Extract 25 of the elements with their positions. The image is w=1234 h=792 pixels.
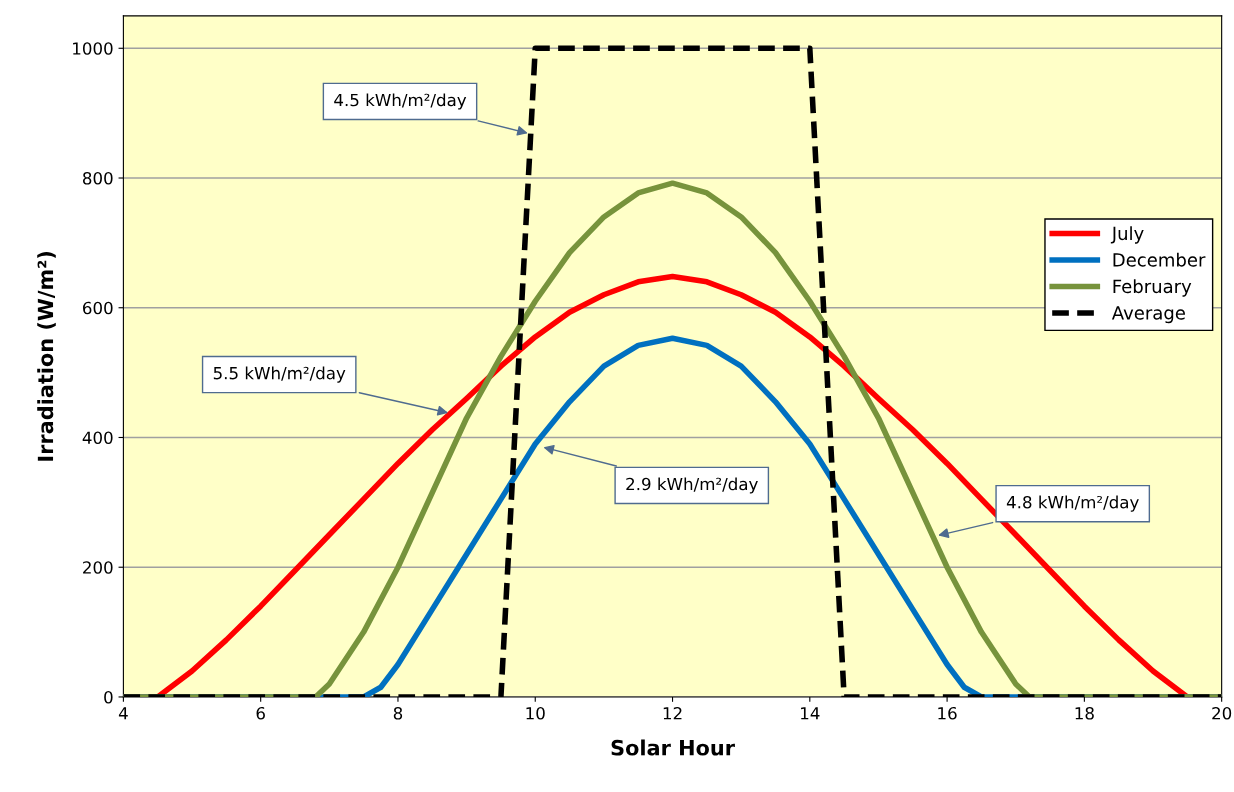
- y-tick-label: 600: [83, 301, 113, 315]
- annotation: 2.9 kWh/m²/day: [626, 477, 758, 494]
- x-axis-title: Solar Hour: [611, 739, 735, 756]
- x-tick-label: 20: [1212, 706, 1232, 720]
- annotation: 4.5 kWh/m²/day: [334, 93, 467, 110]
- y-tick-label: 0: [104, 690, 113, 704]
- legend-label: December: [1113, 252, 1206, 267]
- legend-label: Average: [1111, 306, 1185, 324]
- y-axis-title: Irradiation (W/m²): [37, 251, 56, 461]
- legend-label: February: [1113, 279, 1192, 297]
- x-tick-label: 8: [393, 706, 403, 720]
- x-tick-label: 14: [801, 707, 820, 720]
- x-tick-label: 6: [256, 706, 265, 720]
- x-tick-label: 4: [118, 707, 128, 720]
- legend-label: July: [1110, 226, 1144, 244]
- x-tick-label: 18: [1075, 706, 1094, 720]
- x-tick-label: 16: [938, 706, 957, 720]
- x-tick-label: 10: [526, 706, 545, 720]
- annotation: 4.8 kWh/m²/day: [1006, 495, 1139, 512]
- y-tick-label: 400: [82, 431, 113, 445]
- y-tick-label: 200: [83, 561, 113, 574]
- y-tick-label: 1000: [73, 42, 113, 55]
- annotation: 5.5 kWh/m²/day: [213, 366, 346, 383]
- y-tick-label: 800: [83, 171, 113, 185]
- x-tick-label: 12: [663, 706, 682, 720]
